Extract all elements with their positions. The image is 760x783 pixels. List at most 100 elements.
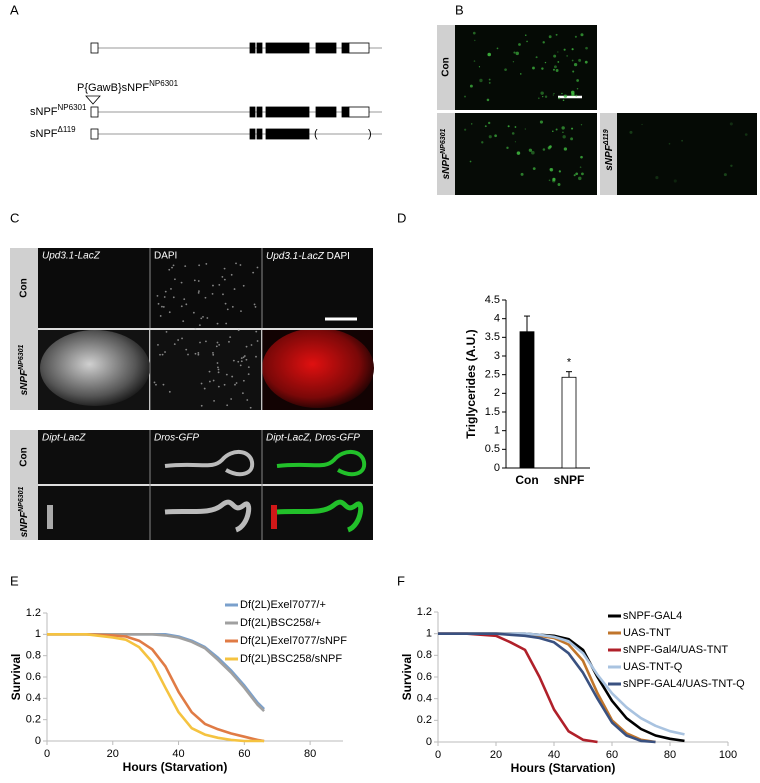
nucleus-speck [168, 268, 171, 271]
nucleus-speck [172, 264, 175, 267]
nucleus-speck [231, 305, 234, 308]
panel-label: C [10, 210, 19, 225]
label-strip [10, 248, 38, 410]
nucleus-speck [192, 311, 195, 314]
label-sup: NP6301 [440, 128, 447, 153]
fluorescence-speck [525, 34, 527, 36]
fluorescence-speck [513, 51, 516, 54]
y-axis-label: Survival [9, 654, 23, 701]
nucleus-speck [185, 348, 188, 351]
label-sup: Δ119 [58, 125, 77, 134]
fluorescence-speck [469, 84, 473, 88]
y-tick-label: 0.8 [417, 649, 432, 661]
fluorescence-speck [488, 121, 491, 125]
x-tick-label: 80 [664, 749, 676, 761]
fluorescence-speck [723, 173, 727, 177]
fluorescence-speck [552, 130, 554, 132]
nucleus-speck [168, 311, 171, 314]
fluorescence-speck [557, 97, 561, 100]
nucleus-speck [225, 322, 228, 325]
nucleus-speck [216, 322, 219, 325]
label-text: sNPF [30, 128, 58, 140]
nucleus-speck [161, 353, 164, 356]
legend-label: Df(2L)Exel7077/sNPF [240, 635, 347, 647]
fluorescence-speck [581, 172, 584, 176]
fluorescence-speck [553, 92, 555, 95]
nucleus-speck [155, 383, 157, 386]
label-strip [437, 25, 455, 110]
label-sup: NP6301 [58, 103, 87, 112]
fluorescence-speck [516, 151, 521, 155]
fluorescence-speck [478, 66, 481, 68]
gut-shape [164, 499, 252, 533]
nucleus-speck [197, 280, 200, 282]
series-line [47, 633, 265, 743]
image-label: sNPFNP6301 [440, 128, 452, 179]
nucleus-speck [173, 343, 176, 346]
gene-diagram [85, 42, 382, 140]
allele-label: sNPFNP6301 [30, 103, 87, 118]
nucleus-speck [247, 373, 250, 376]
nucleus-speck [203, 387, 206, 390]
nucleus-speck [157, 343, 159, 346]
label-sup: NP6301 [18, 344, 25, 369]
label-sup: NP6301 [149, 79, 178, 88]
nucleus-speck [157, 302, 160, 305]
nucleus-speck [237, 329, 240, 332]
fluorescence-speck [473, 60, 476, 62]
fluorescence-speck [484, 125, 487, 128]
nucleus-speck [197, 291, 200, 294]
series-line [438, 632, 656, 744]
nucleus-speck [200, 404, 203, 407]
allele-label: sNPFΔ119 [30, 125, 76, 140]
nucleus-speck [245, 358, 248, 361]
nucleus-speck [208, 380, 211, 383]
fluorescence-speck [532, 167, 536, 171]
label-text: sNPF [604, 144, 615, 170]
fluorescence-speck [730, 164, 733, 167]
fluorescence-speck [641, 123, 643, 126]
nucleus-speck [242, 356, 245, 359]
column-label: Upd3.1-LacZ [42, 251, 101, 262]
column-label: DAPI [154, 251, 177, 262]
nucleus-speck [185, 303, 188, 306]
fluorescence-speck [561, 92, 563, 95]
stain [262, 328, 374, 408]
nucleus-speck [240, 357, 243, 360]
fluorescence-speck [479, 78, 483, 83]
legend-label: sNPF-GAL4 [623, 610, 682, 622]
fluorescence-speck [474, 39, 476, 42]
fluorescence-speck [526, 40, 528, 43]
y-axis-label: Survival [400, 654, 414, 701]
fluorescence-speck [571, 48, 574, 51]
nucleus-speck [240, 360, 243, 363]
fluorescence-speck [571, 127, 574, 130]
fluorescence-speck [549, 145, 552, 148]
nucleus-speck [212, 284, 214, 287]
nucleus-speck [240, 310, 242, 313]
y-tick-label: 3 [494, 350, 500, 362]
brain-image [455, 113, 597, 195]
deletion-mark: ) [368, 128, 372, 140]
nucleus-speck [156, 294, 159, 297]
bar [519, 331, 535, 469]
panel-label: B [455, 2, 464, 17]
fluorescence-speck [506, 146, 509, 150]
nucleus-speck [212, 351, 214, 354]
gut-shape [276, 450, 367, 477]
y-tick-label: 0 [426, 736, 432, 748]
stain [40, 330, 150, 406]
nucleus-speck [197, 352, 200, 354]
nucleus-speck [230, 273, 233, 276]
nucleus-speck [242, 379, 245, 382]
nucleus-speck [208, 370, 211, 373]
fluorescence-speck [520, 172, 524, 176]
y-tick-label: 1.2 [417, 606, 432, 618]
fluorescence-speck [575, 94, 578, 97]
nucleus-speck [218, 283, 221, 286]
fluorescence-speck [555, 33, 558, 36]
nucleus-speck [226, 404, 229, 407]
y-tick-label: 3.5 [485, 331, 500, 343]
panel-label: A [10, 2, 19, 17]
